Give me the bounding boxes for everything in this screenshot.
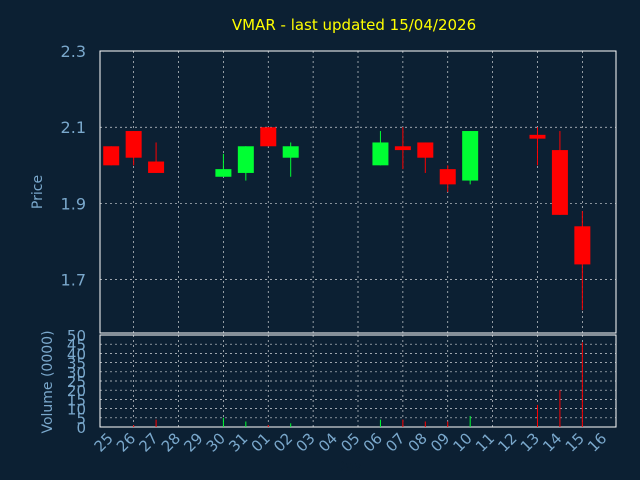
price-tick-label: 2.3 xyxy=(61,42,86,61)
candle-body xyxy=(237,146,254,173)
candle xyxy=(215,153,232,177)
volume-tick-label: 40 xyxy=(67,345,86,363)
volume-axis-label: Volume (0000) xyxy=(40,330,56,433)
price-panel: 2.3 2.1 1.9 1.7 xyxy=(61,42,617,334)
candle xyxy=(237,146,254,181)
price-tick-label: 1.9 xyxy=(61,194,86,213)
volume-tick-label: 30 xyxy=(67,364,86,382)
price-tick-label: 1.7 xyxy=(61,271,86,290)
candle xyxy=(125,131,142,166)
volume-tick-label: 15 xyxy=(67,391,86,409)
volume-tick-label: 50 xyxy=(67,327,86,345)
price-tick-label: 2.1 xyxy=(61,118,86,137)
volume-tick-label: 45 xyxy=(67,336,86,354)
chart-title: VMAR - last updated 15/04/2026 xyxy=(232,16,476,34)
candle xyxy=(462,131,479,185)
x-tick-label: 16 xyxy=(584,429,610,455)
candle-body xyxy=(574,226,591,265)
candle xyxy=(574,211,591,311)
candle-body xyxy=(148,161,165,173)
volume-tick-label: 35 xyxy=(67,355,86,373)
volume-tick-label: 25 xyxy=(67,373,86,391)
volume-tick-label: 10 xyxy=(67,401,86,419)
candle xyxy=(439,165,456,192)
candle xyxy=(372,131,389,166)
price-axis-label: Price xyxy=(30,175,46,209)
candle xyxy=(394,127,411,170)
volume-tick-label: 20 xyxy=(67,382,86,400)
candle-body xyxy=(103,146,120,166)
candle-body xyxy=(462,131,479,181)
candle xyxy=(148,142,165,173)
candle xyxy=(529,127,546,166)
volume-tick-label: 0 xyxy=(76,419,86,437)
candle xyxy=(260,127,277,147)
candle xyxy=(551,131,568,215)
candle-body xyxy=(125,131,142,158)
candle-body xyxy=(282,146,299,158)
candle xyxy=(282,142,299,177)
candle-body xyxy=(439,169,456,185)
candle-body xyxy=(215,169,232,177)
x-axis: 2526272829303101020304050607080910111213… xyxy=(91,429,611,455)
volume-tick-label: 5 xyxy=(76,410,86,428)
candle-body xyxy=(394,146,411,151)
candle-body xyxy=(529,134,546,139)
candle-body xyxy=(551,150,568,215)
x-axis-label: Day xyxy=(334,459,362,475)
candle xyxy=(103,146,120,166)
candle xyxy=(417,142,434,173)
candle-body xyxy=(260,127,277,147)
candle-body xyxy=(417,142,434,158)
candle-body xyxy=(372,142,389,166)
